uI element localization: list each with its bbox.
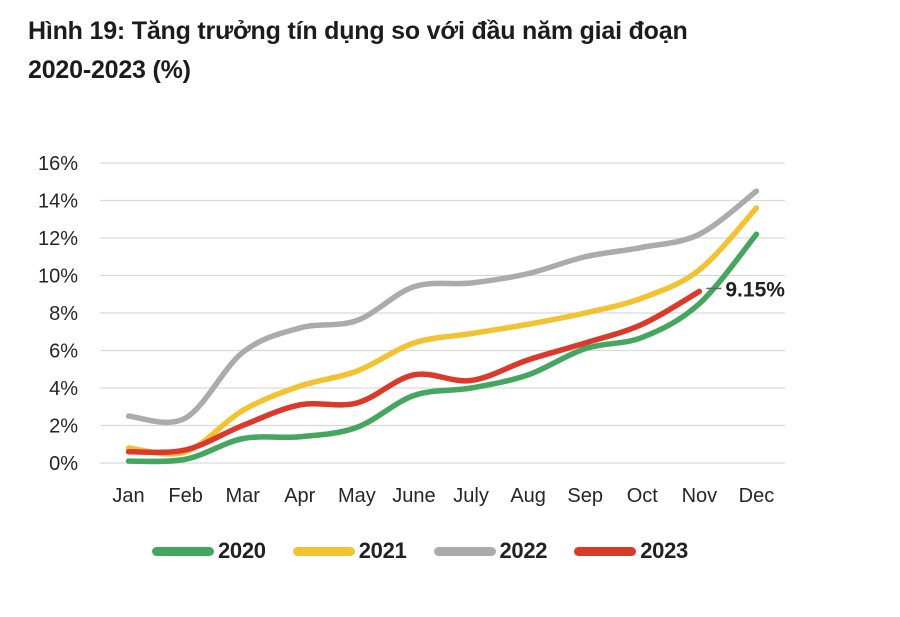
chart-legend: 2020 2021 2022 2023 (60, 538, 780, 564)
series-line-2021 (125, 205, 760, 457)
legend-label-2021: 2021 (358, 538, 407, 563)
y-tick-label-6%: 6% (49, 341, 78, 363)
x-tick-label-jan: Jan (112, 485, 144, 507)
series-line-2020 (125, 231, 760, 465)
legend-swatch-2020 (152, 546, 214, 556)
series-line-2022 (125, 188, 760, 425)
series-line-2023 (125, 288, 703, 456)
legend-label-2020: 2020 (218, 538, 266, 563)
x-tick-label-may: May (338, 485, 376, 507)
x-tick-label-nov: Nov (682, 485, 718, 507)
x-tick-label-sep: Sep (567, 485, 603, 507)
y-tick-label-8%: 8% (49, 303, 78, 325)
legend-item-2023: 2023 (574, 538, 688, 564)
legend-swatch-2021 (292, 546, 355, 556)
x-tick-label-july: July (453, 485, 489, 507)
y-tick-label-4%: 4% (49, 378, 78, 400)
x-tick-label-dec: Dec (739, 485, 775, 507)
legend-label-2023: 2023 (640, 538, 688, 563)
y-tick-label-10%: 10% (38, 266, 78, 288)
y-tick-label-0%: 0% (49, 453, 78, 475)
legend-swatch-2022 (433, 546, 496, 556)
annotation-label: 9.15% (725, 278, 785, 301)
x-tick-label-feb: Feb (168, 485, 202, 507)
y-tick-label-12%: 12% (38, 228, 78, 250)
legend-item-2022: 2022 (433, 538, 548, 564)
x-tick-label-aug: Aug (510, 485, 546, 507)
x-tick-label-apr: Apr (284, 485, 315, 507)
figure-title-line1: Hình 19: Tăng trưởng tín dụng so với đầu… (28, 17, 688, 45)
legend-swatch-2023 (574, 546, 637, 556)
figure-title: Hình 19: Tăng trưởng tín dụng so với đầu… (28, 12, 858, 90)
x-tick-label-mar: Mar (225, 485, 260, 507)
legend-item-2021: 2021 (292, 538, 407, 564)
legend-item-2020: 2020 (152, 538, 266, 564)
y-tick-label-2%: 2% (49, 416, 78, 438)
figure-title-line2: 2020-2023 (%) (28, 56, 191, 84)
legend-label-2022: 2022 (499, 538, 548, 563)
y-tick-label-14%: 14% (38, 191, 78, 213)
x-tick-label-june: June (392, 485, 435, 507)
x-tick-label-oct: Oct (627, 485, 659, 507)
y-tick-label-16%: 16% (38, 153, 78, 175)
